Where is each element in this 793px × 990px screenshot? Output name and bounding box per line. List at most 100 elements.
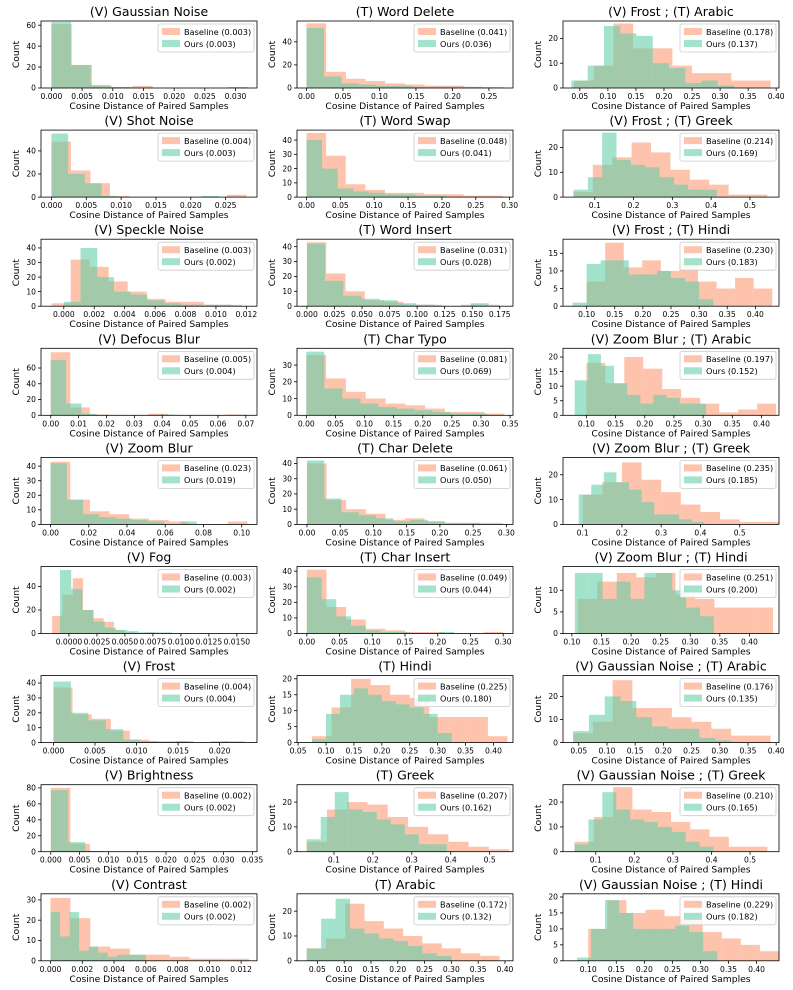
x-tick-label: 0.075 bbox=[379, 310, 401, 319]
subplot-title: (T) Char Typo bbox=[363, 331, 446, 346]
y-axis-label: Count bbox=[267, 259, 278, 287]
subplot-19: (V) Frost 0.000 0.005 0.010 0.015 0.020 0 10 20 3… bbox=[11, 659, 258, 767]
ours-bar bbox=[342, 398, 361, 416]
ours-bar bbox=[468, 413, 487, 416]
ours-bar bbox=[418, 844, 433, 852]
x-tick-label: 0.025 bbox=[324, 310, 346, 319]
x-tick-label: 0.30 bbox=[495, 638, 512, 647]
legend-swatch-baseline bbox=[418, 900, 436, 908]
legend-swatch-ours bbox=[684, 40, 702, 47]
baseline-bar bbox=[132, 85, 153, 88]
y-tick-label: 40 bbox=[282, 459, 292, 468]
ours-bar bbox=[691, 521, 705, 525]
x-tick-label: 0.10 bbox=[599, 92, 616, 101]
subplot-title: (V) Frost ; (T) Greek bbox=[609, 113, 733, 128]
ours-bar bbox=[717, 85, 735, 88]
y-tick-label: 0 bbox=[553, 957, 558, 966]
ours-bar bbox=[123, 739, 141, 743]
x-tick-label: 0.15 bbox=[627, 92, 644, 101]
baseline-bar bbox=[750, 80, 771, 88]
baseline-bar bbox=[728, 194, 748, 198]
ours-bar bbox=[147, 300, 165, 307]
ours-bar bbox=[82, 609, 94, 634]
legend-swatch-ours bbox=[162, 803, 180, 811]
y-tick-label: 0 bbox=[287, 629, 292, 638]
axes-frame bbox=[40, 238, 258, 307]
legend-label-baseline: Baseline (0.002) bbox=[184, 791, 251, 801]
x-tick-label: 0.4 bbox=[705, 201, 717, 210]
y-tick-label: 0 bbox=[31, 957, 36, 966]
ours-bar bbox=[228, 86, 248, 88]
y-tick-label: 5 bbox=[553, 396, 558, 405]
ours-bar bbox=[99, 517, 116, 525]
x-tick-label: 0.002 bbox=[71, 965, 93, 974]
ours-bar bbox=[93, 621, 105, 634]
legend-box bbox=[679, 350, 777, 380]
subplot-8: (T) Word Insert 0.000 0.025 0.050 0.075 0.100… bbox=[267, 222, 514, 330]
legend-swatch-ours bbox=[684, 912, 702, 920]
ours-bar bbox=[51, 22, 72, 88]
legend-swatch-ours bbox=[162, 694, 180, 702]
x-tick-label: 0.05 bbox=[331, 638, 348, 647]
ours-bar bbox=[671, 277, 686, 307]
y-axis-label: Count bbox=[267, 477, 278, 505]
x-tick-label: 0.15 bbox=[407, 92, 424, 101]
y-tick-label: 0 bbox=[553, 302, 558, 311]
y-axis-label: Count bbox=[533, 804, 544, 832]
x-axis-label: Cosine Distance of Paired Samples bbox=[591, 974, 750, 985]
x-tick-label: 0.10 bbox=[578, 419, 595, 428]
subplot-title: (T) Char Delete bbox=[357, 440, 453, 455]
legend-swatch-ours bbox=[684, 585, 702, 593]
x-tick-label: 0.30 bbox=[691, 310, 708, 319]
legend-label-ours: Ours (0.183) bbox=[706, 257, 758, 267]
y-tick-label: 10 bbox=[548, 495, 558, 504]
x-tick-label: 0.005 bbox=[71, 92, 93, 101]
legend-label-ours: Ours (0.185) bbox=[706, 475, 758, 485]
x-tick-label: 0.25 bbox=[663, 310, 680, 319]
ours-bar bbox=[410, 519, 428, 525]
ours-bar bbox=[445, 522, 463, 525]
x-tick-label: 0.004 bbox=[114, 310, 136, 319]
x-tick-label: 0.15 bbox=[385, 419, 402, 428]
ours-bar bbox=[71, 64, 91, 88]
baseline-bar bbox=[184, 301, 204, 307]
x-tick-label: 0.3 bbox=[406, 856, 418, 865]
y-tick-label: 10 bbox=[548, 59, 558, 68]
subplot-20: (T) Hindi 0.05 0.10 0.15 0.20 0.25 0.30 0.35 0.4… bbox=[267, 659, 514, 767]
x-axis-label: Cosine Distance of Paired Samples bbox=[591, 319, 750, 330]
x-tick-label: 0.07 bbox=[237, 419, 254, 428]
y-tick-label: 20 bbox=[282, 272, 292, 281]
legend-box bbox=[157, 241, 255, 271]
x-tick-label: 0.05 bbox=[290, 747, 307, 756]
legend-label-ours: Ours (0.019) bbox=[184, 475, 236, 485]
y-tick-label: 0 bbox=[553, 411, 558, 420]
ours-bar bbox=[699, 616, 714, 634]
ours-bar bbox=[630, 819, 644, 852]
ours-bar bbox=[68, 173, 85, 198]
x-axis-label: Cosine Distance of Paired Samples bbox=[591, 210, 750, 221]
subplot-title: (V) Zoom Blur bbox=[105, 440, 193, 455]
x-tick-label: 0.3 bbox=[655, 528, 667, 537]
baseline-bar bbox=[484, 413, 505, 416]
ours-bar bbox=[574, 844, 589, 852]
legend-label-baseline: Baseline (0.207) bbox=[440, 791, 507, 801]
ours-bar bbox=[614, 383, 628, 416]
y-tick-label: 20 bbox=[548, 470, 558, 479]
ours-bar bbox=[90, 84, 111, 88]
bars bbox=[306, 792, 510, 852]
legend-box bbox=[413, 569, 511, 598]
baseline-bar bbox=[480, 304, 500, 307]
legend-swatch-ours bbox=[684, 149, 702, 157]
ours-bar bbox=[591, 484, 604, 525]
x-tick-label: 0.030 bbox=[225, 92, 247, 101]
x-tick-label: 0.2 bbox=[628, 856, 640, 865]
y-axis-label: Count bbox=[533, 586, 544, 614]
ours-bar bbox=[53, 681, 71, 743]
ours-bar bbox=[71, 588, 83, 634]
baseline-bar bbox=[169, 956, 190, 961]
ours-bar bbox=[84, 183, 102, 198]
ours-bar bbox=[306, 27, 324, 88]
x-tick-label: 0.15 bbox=[397, 638, 414, 647]
legend-swatch-baseline bbox=[684, 682, 702, 690]
x-tick-label: 0.35 bbox=[724, 419, 741, 428]
